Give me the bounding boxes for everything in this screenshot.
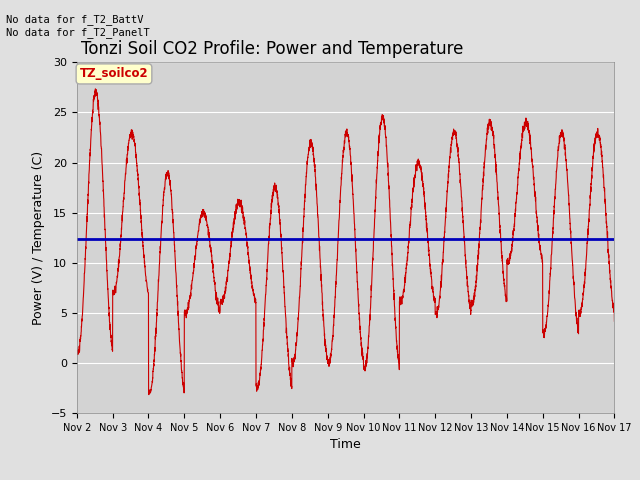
Text: No data for f_T2_BattV
No data for f_T2_PanelT: No data for f_T2_BattV No data for f_T2_… <box>6 14 150 38</box>
Y-axis label: Power (V) / Temperature (C): Power (V) / Temperature (C) <box>32 151 45 324</box>
Text: TZ_soilco2: TZ_soilco2 <box>79 67 148 81</box>
Text: Tonzi Soil CO2 Profile: Power and Temperature: Tonzi Soil CO2 Profile: Power and Temper… <box>81 40 464 58</box>
X-axis label: Time: Time <box>330 438 361 451</box>
Legend: CR23X Temperature, CR23X Voltage: CR23X Temperature, CR23X Voltage <box>178 479 513 480</box>
